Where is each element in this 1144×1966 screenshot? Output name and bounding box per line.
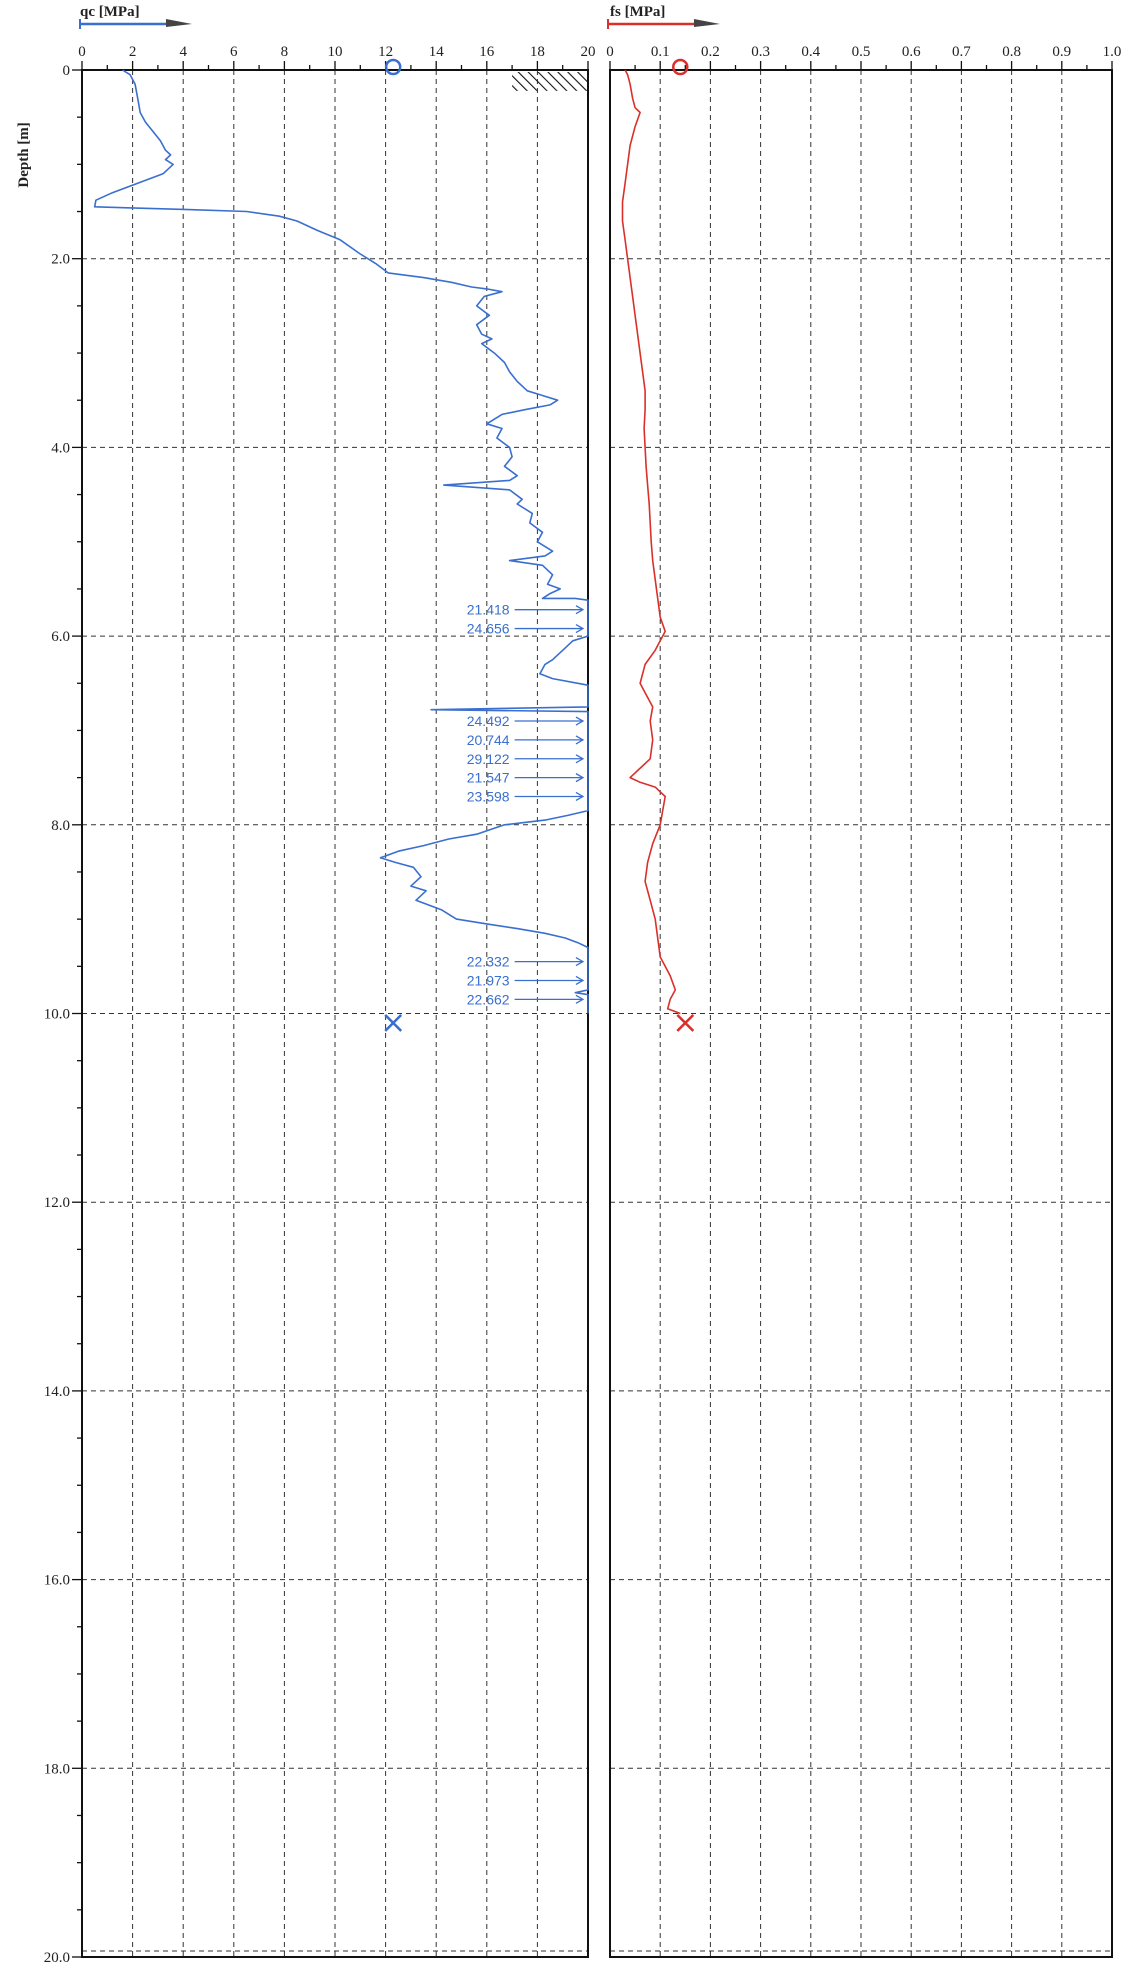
off-scale-arrow-head <box>575 975 585 986</box>
fs-x-tick-label: 0.8 <box>1002 44 1021 60</box>
qc-x-tick-label: 2 <box>129 44 137 60</box>
qc-panel: 0 2 4 6 8 10 12 14 16 18 20 qc [MPa] 0 2.0 4.0 6.0 8.0 10… <box>16 4 596 1966</box>
off-scale-arrow-head <box>575 957 585 967</box>
fs-x-tick-label: 0 <box>606 44 614 60</box>
qc-x-tick-label: 20 <box>581 44 596 60</box>
off-scale-value-label: 20.744 <box>467 732 510 748</box>
fs-x-tick-label: 0.9 <box>1052 44 1071 60</box>
fs-legend-arrow <box>694 19 720 27</box>
fs-panel: 0 0.1 0.2 0.3 0.4 0.5 0.6 0.7 0.8 0.9 1.0 fs [MPa] <box>606 4 1122 1958</box>
off-scale-value-label: 23.598 <box>467 788 510 804</box>
fs-end-marker <box>676 1014 695 1032</box>
y-tick-label: 16.0 <box>44 1573 70 1589</box>
qc-x-tick-label: 8 <box>281 44 289 60</box>
fs-x-tick-label: 0.1 <box>651 44 670 60</box>
off-scale-arrow-head <box>575 994 585 1004</box>
off-scale-value-label: 29.122 <box>467 751 510 767</box>
qc-legend-arrow <box>166 19 192 27</box>
qc-x-tick-label: 12 <box>378 44 393 60</box>
y-tick-label: 20.0 <box>44 1950 70 1966</box>
y-tick-label: 2.0 <box>51 252 70 268</box>
off-scale-value-label: 22.332 <box>467 954 510 970</box>
qc-x-tick-label: 18 <box>530 44 545 60</box>
off-scale-arrow-head <box>575 773 585 783</box>
y-tick-label: 10.0 <box>44 1007 70 1023</box>
qc-x-tick-label: 6 <box>230 44 238 60</box>
y-tick-label: 4.0 <box>51 440 70 456</box>
off-scale-value-label: 21.418 <box>467 602 510 618</box>
qc-start-marker <box>384 58 402 76</box>
fs-x-tick-label: 0.2 <box>701 44 720 60</box>
y-tick-label: 12.0 <box>44 1195 70 1211</box>
qc-x-tick-label: 14 <box>429 44 445 60</box>
fs-x-tick-label: 0.4 <box>801 44 820 60</box>
y-tick-label: 14.0 <box>44 1384 70 1400</box>
off-scale-arrow-head <box>575 735 585 745</box>
qc-x-tick-label: 4 <box>179 44 187 60</box>
qc-axis-title: qc [MPa] <box>80 4 140 20</box>
off-scale-value-label: 24.656 <box>467 621 510 637</box>
qc-x-tick-label: 10 <box>328 44 343 60</box>
off-scale-value-label: 21.547 <box>467 770 510 786</box>
y-tick-label: 0 <box>63 63 71 79</box>
off-scale-arrow-head <box>575 623 585 634</box>
off-scale-arrow-head <box>575 605 585 615</box>
qc-end-marker <box>384 1014 403 1032</box>
qc-x-tick-label: 0 <box>78 44 86 60</box>
off-scale-arrow-head <box>575 754 585 764</box>
fs-axis-title: fs [MPa] <box>610 4 665 20</box>
fs-x-tick-label: 0.7 <box>952 44 971 60</box>
off-scale-value-label: 24.492 <box>467 713 510 729</box>
fs-x-tick-label: 1.0 <box>1103 44 1122 60</box>
fs-x-tick-label: 0.3 <box>751 44 770 60</box>
off-scale-arrow-head <box>575 791 585 802</box>
y-tick-label: 6.0 <box>51 629 70 645</box>
qc-x-tick-label: 16 <box>479 44 495 60</box>
y-tick-label: 18.0 <box>44 1761 70 1777</box>
y-axis-title: Depth [m] <box>16 122 32 187</box>
fs-start-marker <box>672 58 689 76</box>
fs-x-tick-label: 0.6 <box>902 44 921 60</box>
y-tick-label: 8.0 <box>51 818 70 834</box>
off-scale-arrow-head <box>575 716 585 726</box>
hatch-block <box>512 72 588 91</box>
fs-x-tick-label: 0.5 <box>852 44 871 60</box>
off-scale-value-label: 21.973 <box>467 972 510 988</box>
fs-series-line <box>621 69 681 1015</box>
off-scale-value-label: 22.662 <box>467 991 510 1007</box>
qc-series-line <box>93 69 589 1014</box>
